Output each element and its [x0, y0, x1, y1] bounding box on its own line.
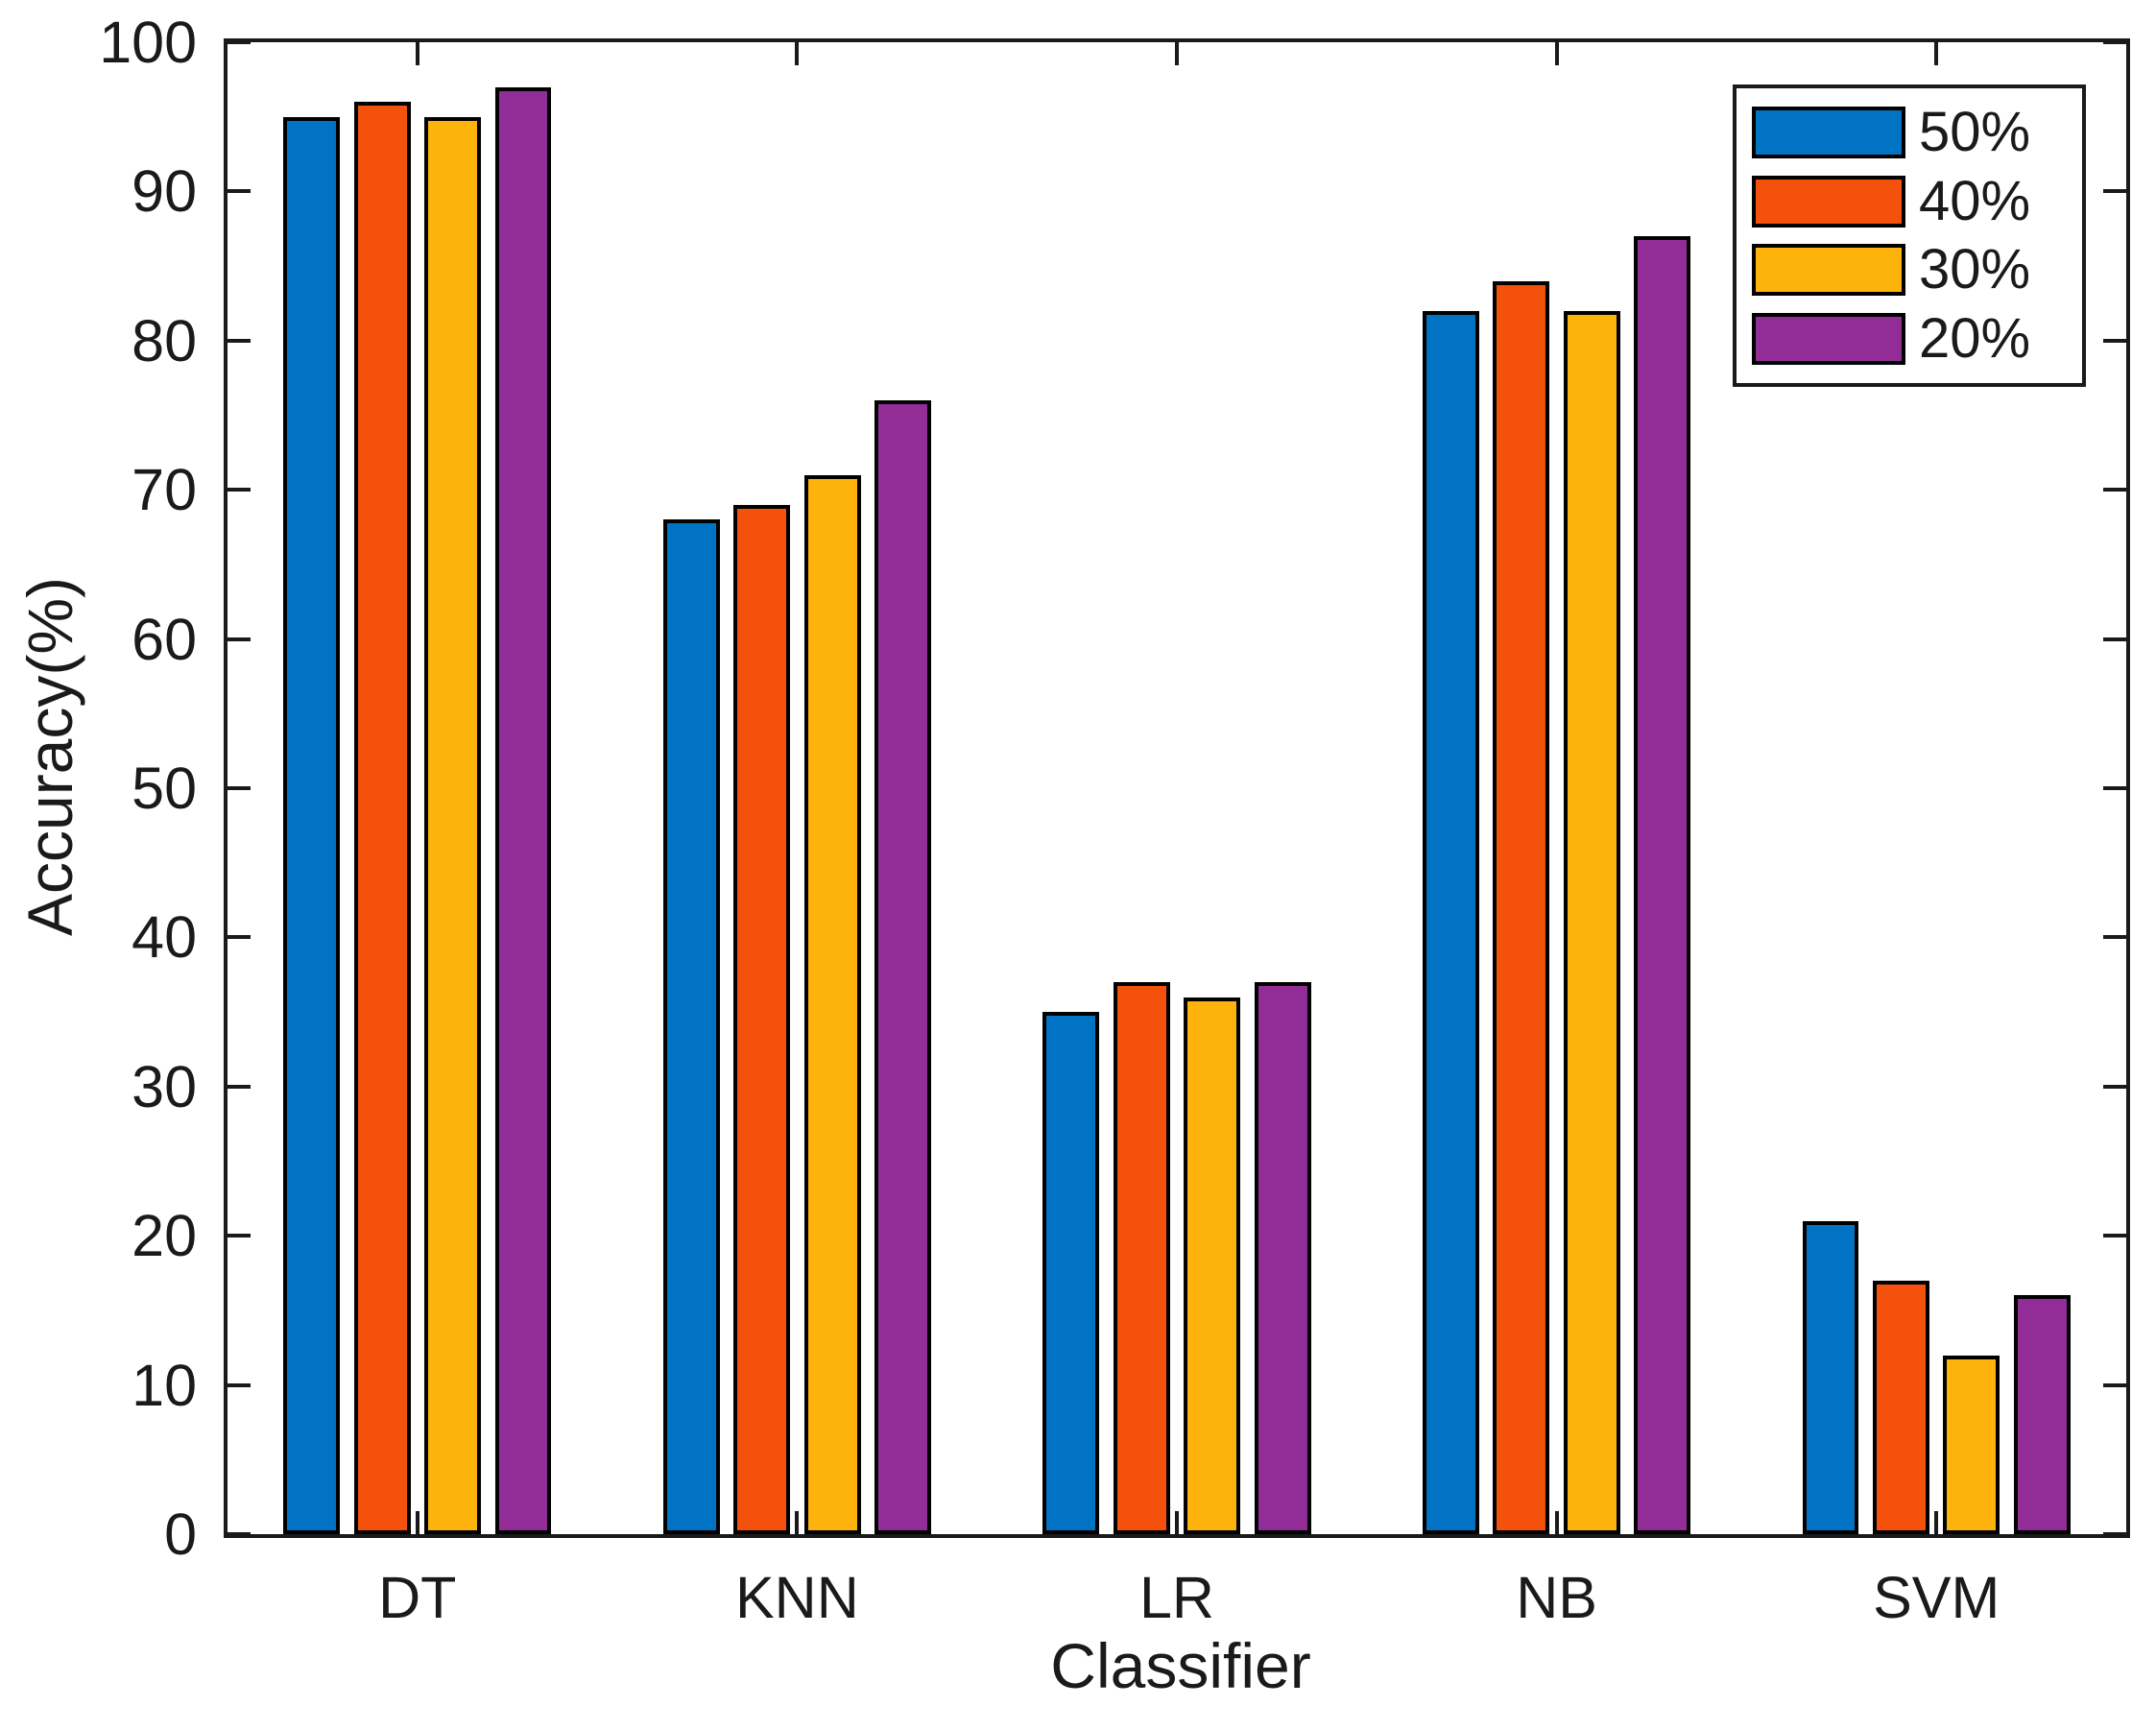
bar-KNN-30% [803, 474, 861, 1534]
y-axis-label: Accuracy(%) [14, 576, 85, 937]
bar-LR-30% [1184, 997, 1241, 1534]
x-tick-mark [1175, 1511, 1179, 1534]
legend-label-50%: 50% [1919, 101, 2031, 164]
y-tick-mark [2103, 935, 2126, 940]
legend-item-20%: 20% [1737, 306, 2082, 370]
x-tick-mark [1934, 1511, 1939, 1534]
y-tick-mark [228, 1234, 251, 1238]
y-tick-mark [228, 488, 251, 493]
bar-LR-40% [1113, 982, 1170, 1534]
y-tick-mark [2103, 338, 2126, 343]
bar-KNN-20% [874, 399, 932, 1534]
y-tick-label-90: 90 [132, 158, 197, 225]
x-tick-mark [1554, 42, 1559, 65]
bar-SVM-50% [1802, 1220, 1859, 1534]
x-tick-label-DT: DT [378, 1565, 457, 1630]
y-tick-label-100: 100 [99, 10, 197, 75]
y-tick-mark [228, 1382, 251, 1387]
bar-DT-40% [353, 102, 411, 1534]
y-tick-mark [2103, 637, 2126, 641]
x-tick-mark [795, 1511, 800, 1534]
y-tick-label-70: 70 [132, 457, 197, 523]
y-tick-mark [2103, 1084, 2126, 1089]
x-tick-label-LR: LR [1139, 1565, 1214, 1630]
bar-NB-40% [1493, 280, 1550, 1534]
y-tick-mark [228, 935, 251, 940]
y-tick-mark [228, 40, 251, 44]
x-tick-mark [795, 42, 800, 65]
x-axis-label: Classifier [1050, 1630, 1311, 1701]
y-tick-label-40: 40 [132, 904, 197, 971]
y-tick-mark [228, 1532, 251, 1536]
bar-SVM-40% [1872, 1280, 1929, 1534]
y-tick-label-10: 10 [132, 1352, 197, 1418]
x-tick-mark [1554, 1511, 1559, 1534]
legend-item-50%: 50% [1737, 105, 2082, 160]
bar-SVM-30% [1943, 1355, 2000, 1534]
legend-label-20%: 20% [1919, 306, 2031, 370]
y-tick-mark [2103, 1532, 2126, 1536]
x-tick-mark [1934, 42, 1939, 65]
y-tick-mark [228, 1084, 251, 1089]
y-tick-label-20: 20 [132, 1203, 197, 1269]
y-tick-mark [228, 786, 251, 790]
y-tick-label-60: 60 [132, 606, 197, 672]
y-tick-label-80: 80 [132, 307, 197, 373]
bar-DT-20% [494, 86, 552, 1534]
bar-NB-20% [1634, 236, 1691, 1534]
bar-SVM-20% [2013, 1295, 2071, 1534]
y-tick-mark [228, 189, 251, 194]
y-tick-label-0: 0 [164, 1502, 197, 1567]
x-tick-mark [415, 42, 419, 65]
legend-item-40%: 40% [1737, 169, 2082, 232]
bar-DT-50% [283, 116, 341, 1534]
bar-NB-30% [1563, 310, 1620, 1534]
y-tick-mark [2103, 189, 2126, 194]
x-tick-mark [1175, 42, 1179, 65]
legend-swatch-50% [1752, 107, 1905, 159]
x-tick-label-SVM: SVM [1873, 1565, 2000, 1630]
x-tick-label-KNN: KNN [734, 1565, 859, 1630]
y-tick-mark [2103, 40, 2126, 44]
legend: 50% 40% 30% 20% [1733, 84, 2086, 387]
bar-LR-20% [1254, 982, 1311, 1534]
legend-swatch-40% [1752, 175, 1905, 228]
y-tick-mark [2103, 488, 2126, 493]
bar-NB-50% [1422, 310, 1479, 1534]
y-tick-mark [2103, 1234, 2126, 1238]
bar-KNN-50% [662, 519, 720, 1534]
y-tick-mark [228, 637, 251, 641]
y-tick-label-30: 30 [132, 1053, 197, 1119]
y-tick-label-50: 50 [132, 756, 197, 821]
x-tick-label-NB: NB [1516, 1565, 1597, 1630]
bar-KNN-40% [733, 504, 791, 1534]
y-tick-mark [228, 338, 251, 343]
legend-label-40%: 40% [1919, 169, 2031, 232]
x-tick-mark [415, 1511, 419, 1534]
legend-swatch-30% [1752, 244, 1905, 297]
y-tick-mark [2103, 1382, 2126, 1387]
bar-LR-50% [1042, 1012, 1100, 1534]
legend-label-30%: 30% [1919, 238, 2031, 301]
y-tick-mark [2103, 786, 2126, 790]
bar-DT-30% [424, 116, 481, 1534]
legend-item-30%: 30% [1737, 242, 2082, 298]
legend-swatch-20% [1752, 312, 1905, 365]
